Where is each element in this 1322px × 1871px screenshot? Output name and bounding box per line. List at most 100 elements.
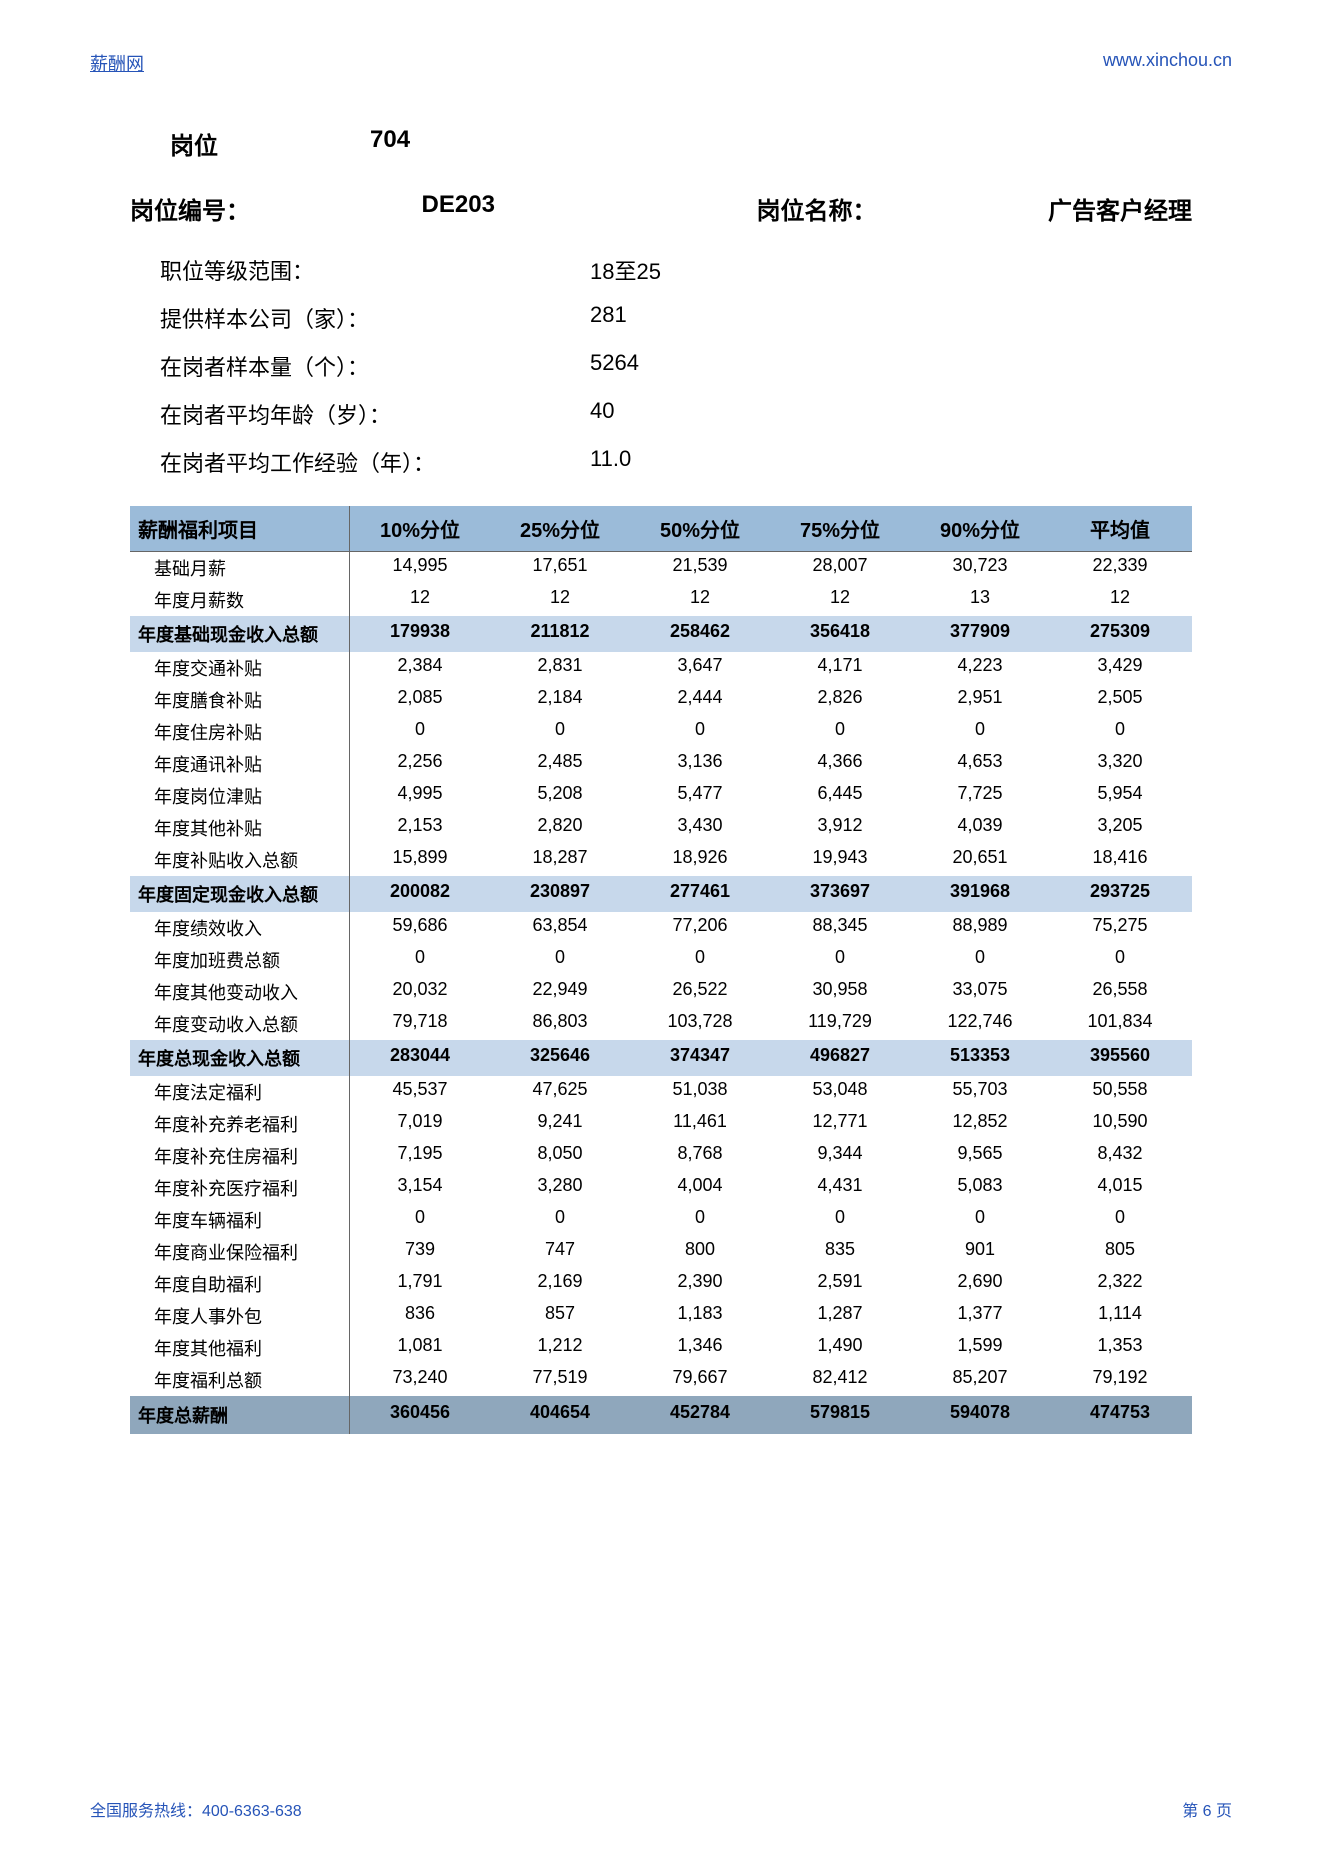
table-row: 年度加班费总额000000	[130, 944, 1192, 976]
row-label: 年度其他福利	[130, 1332, 350, 1364]
site-name-link[interactable]: 薪酬网	[90, 50, 144, 76]
info-level-range: 职位等级范围： 18至25	[80, 246, 1242, 294]
position-title-value: 704	[370, 126, 410, 161]
row-value: 1,287	[770, 1300, 910, 1332]
row-value: 356418	[770, 616, 910, 652]
row-value: 8,432	[1050, 1140, 1190, 1172]
table-row: 年度其他补贴2,1532,8203,4303,9124,0393,205	[130, 812, 1192, 844]
row-value: 12	[490, 584, 630, 616]
row-value: 377909	[910, 616, 1050, 652]
row-value: 9,344	[770, 1140, 910, 1172]
row-label: 年度总薪酬	[130, 1396, 350, 1434]
row-value: 12	[630, 584, 770, 616]
row-value: 293725	[1050, 876, 1190, 912]
row-value: 0	[1050, 716, 1190, 748]
row-label: 年度补贴收入总额	[130, 844, 350, 876]
row-label: 年度法定福利	[130, 1076, 350, 1108]
row-value: 2,831	[490, 652, 630, 684]
row-value: 9,241	[490, 1108, 630, 1140]
position-title-label: 岗位	[170, 126, 370, 161]
row-value: 73,240	[350, 1364, 490, 1396]
row-value: 1,183	[630, 1300, 770, 1332]
row-value: 45,537	[350, 1076, 490, 1108]
info-label: 职位等级范围：	[160, 254, 590, 286]
row-value: 0	[490, 944, 630, 976]
header-item: 薪酬福利项目	[130, 506, 350, 551]
position-code-label: 岗位编号：	[130, 191, 250, 226]
row-value: 0	[490, 716, 630, 748]
row-value: 0	[350, 944, 490, 976]
table-row: 年度总薪酬36045640465445278457981559407847475…	[130, 1396, 1192, 1434]
info-value: 40	[590, 398, 614, 430]
row-value: 85,207	[910, 1364, 1050, 1396]
row-value: 79,192	[1050, 1364, 1190, 1396]
row-value: 3,320	[1050, 748, 1190, 780]
row-value: 0	[910, 1204, 1050, 1236]
info-value: 281	[590, 302, 627, 334]
row-value: 901	[910, 1236, 1050, 1268]
row-value: 51,038	[630, 1076, 770, 1108]
header-p10: 10%分位	[350, 506, 490, 551]
row-label: 年度固定现金收入总额	[130, 876, 350, 912]
row-value: 452784	[630, 1396, 770, 1434]
table-row: 年度补充养老福利7,0199,24111,46112,77112,85210,5…	[130, 1108, 1192, 1140]
row-value: 22,339	[1050, 552, 1190, 584]
row-value: 805	[1050, 1236, 1190, 1268]
row-value: 82,412	[770, 1364, 910, 1396]
table-row: 年度住房补贴000000	[130, 716, 1192, 748]
row-value: 6,445	[770, 780, 910, 812]
table-row: 年度其他福利1,0811,2121,3461,4901,5991,353	[130, 1332, 1192, 1364]
table-row: 年度补贴收入总额15,89918,28718,92619,94320,65118…	[130, 844, 1192, 876]
row-value: 12	[1050, 584, 1190, 616]
row-value: 7,725	[910, 780, 1050, 812]
row-label: 年度补充养老福利	[130, 1108, 350, 1140]
row-value: 2,256	[350, 748, 490, 780]
table-row: 年度补充医疗福利3,1543,2804,0044,4315,0834,015	[130, 1172, 1192, 1204]
row-value: 277461	[630, 876, 770, 912]
row-value: 0	[910, 716, 1050, 748]
row-label: 年度膳食补贴	[130, 684, 350, 716]
row-value: 2,153	[350, 812, 490, 844]
row-value: 12	[350, 584, 490, 616]
row-value: 3,136	[630, 748, 770, 780]
row-value: 360456	[350, 1396, 490, 1434]
row-label: 年度岗位津贴	[130, 780, 350, 812]
table-row: 年度人事外包8368571,1831,2871,3771,114	[130, 1300, 1192, 1332]
row-value: 1,599	[910, 1332, 1050, 1364]
info-label: 提供样本公司（家）：	[160, 302, 590, 334]
row-value: 513353	[910, 1040, 1050, 1076]
row-label: 年度变动收入总额	[130, 1008, 350, 1040]
table-row: 年度膳食补贴2,0852,1842,4442,8262,9512,505	[130, 684, 1192, 716]
header-p50: 50%分位	[630, 506, 770, 551]
position-name-label: 岗位名称：	[756, 191, 876, 226]
row-value: 8,768	[630, 1140, 770, 1172]
row-value: 59,686	[350, 912, 490, 944]
row-value: 4,995	[350, 780, 490, 812]
table-row: 年度法定福利45,53747,62551,03853,04855,70350,5…	[130, 1076, 1192, 1108]
row-value: 2,690	[910, 1268, 1050, 1300]
row-value: 0	[1050, 1204, 1190, 1236]
header-p75: 75%分位	[770, 506, 910, 551]
row-value: 18,416	[1050, 844, 1190, 876]
row-value: 836	[350, 1300, 490, 1332]
row-value: 2,384	[350, 652, 490, 684]
row-value: 2,485	[490, 748, 630, 780]
row-value: 0	[350, 1204, 490, 1236]
row-value: 14,995	[350, 552, 490, 584]
row-value: 374347	[630, 1040, 770, 1076]
row-label: 年度绩效收入	[130, 912, 350, 944]
table-row: 年度基础现金收入总额179938211812258462356418377909…	[130, 616, 1192, 652]
info-value: 5264	[590, 350, 639, 382]
row-value: 79,718	[350, 1008, 490, 1040]
row-value: 18,287	[490, 844, 630, 876]
table-row: 年度补充住房福利7,1958,0508,7689,3449,5658,432	[130, 1140, 1192, 1172]
site-url-link[interactable]: www.xinchou.cn	[1103, 50, 1232, 76]
row-value: 15,899	[350, 844, 490, 876]
row-value: 33,075	[910, 976, 1050, 1008]
position-title-row: 岗位 704	[80, 116, 1242, 181]
row-value: 594078	[910, 1396, 1050, 1434]
row-value: 4,004	[630, 1172, 770, 1204]
row-value: 3,912	[770, 812, 910, 844]
table-row: 年度福利总额73,24077,51979,66782,41285,20779,1…	[130, 1364, 1192, 1396]
row-value: 12	[770, 584, 910, 616]
